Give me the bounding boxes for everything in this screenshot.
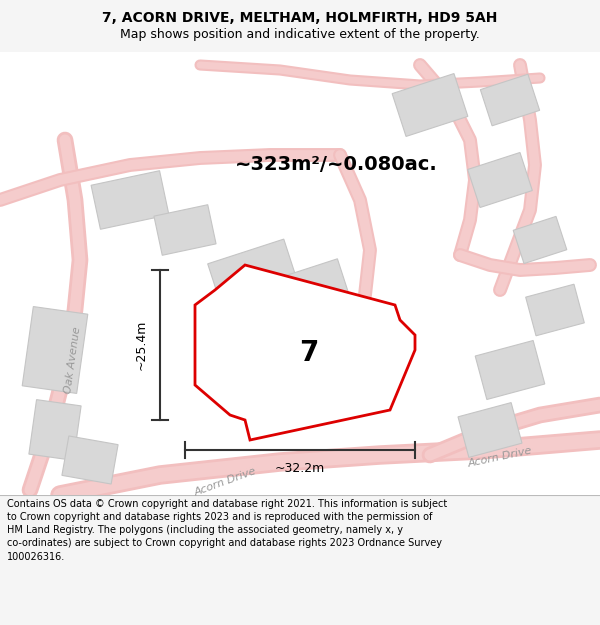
- Text: ~25.4m: ~25.4m: [135, 320, 148, 370]
- Polygon shape: [467, 152, 532, 208]
- Polygon shape: [195, 265, 415, 440]
- Polygon shape: [154, 205, 216, 255]
- Polygon shape: [458, 402, 522, 458]
- Text: ~323m²/~0.080ac.: ~323m²/~0.080ac.: [235, 155, 438, 174]
- Polygon shape: [91, 171, 169, 229]
- Polygon shape: [526, 284, 584, 336]
- Polygon shape: [392, 74, 468, 136]
- Text: Acorn Drive: Acorn Drive: [193, 466, 257, 498]
- Text: Acorn Drive: Acorn Drive: [467, 445, 533, 469]
- Polygon shape: [481, 74, 539, 126]
- Polygon shape: [208, 239, 302, 321]
- Text: Contains OS data © Crown copyright and database right 2021. This information is : Contains OS data © Crown copyright and d…: [7, 499, 448, 562]
- Text: 7: 7: [299, 339, 319, 367]
- Polygon shape: [29, 399, 81, 461]
- Text: 7, ACORN DRIVE, MELTHAM, HOLMFIRTH, HD9 5AH: 7, ACORN DRIVE, MELTHAM, HOLMFIRTH, HD9 …: [103, 11, 497, 26]
- Bar: [30, 82, 570, 465]
- Polygon shape: [513, 216, 567, 264]
- Polygon shape: [275, 259, 355, 331]
- Text: ~32.2m: ~32.2m: [275, 462, 325, 475]
- Text: Map shows position and indicative extent of the property.: Map shows position and indicative extent…: [120, 28, 480, 41]
- Polygon shape: [22, 306, 88, 394]
- Polygon shape: [62, 436, 118, 484]
- Text: Oak Avenue: Oak Avenue: [64, 326, 83, 394]
- Polygon shape: [475, 341, 545, 399]
